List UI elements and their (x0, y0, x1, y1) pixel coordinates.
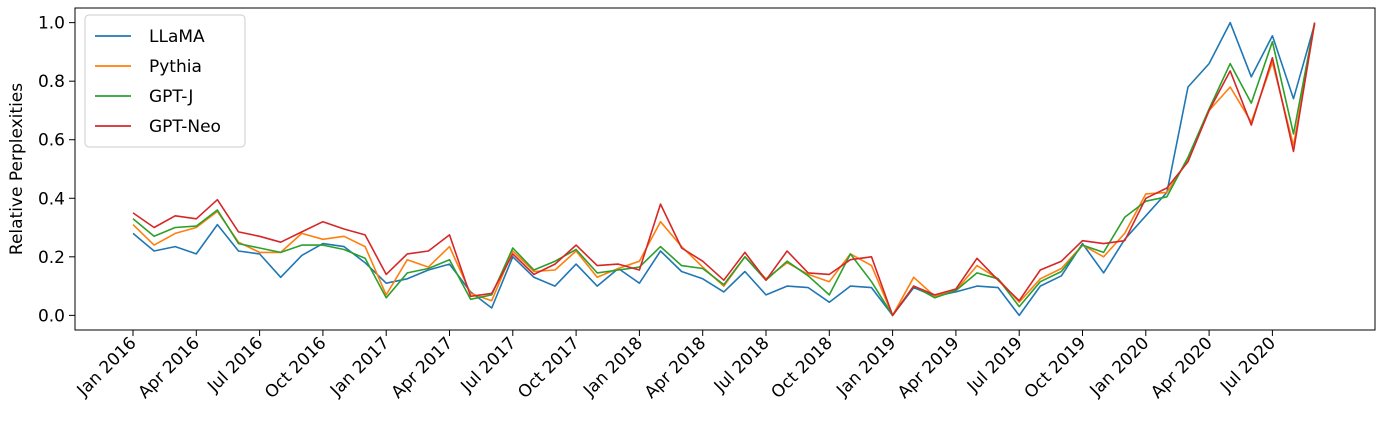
series-line-pythia (132, 23, 1316, 317)
x-tick-label: Apr 2018 (641, 333, 710, 402)
series-line-llama (132, 21, 1316, 317)
legend-box (84, 14, 246, 148)
series-line-gpt-j (132, 22, 1316, 317)
x-tick-label: Jan 2016 (73, 333, 141, 401)
legend-label: Pythia (149, 57, 202, 77)
y-tick-label: 1.0 (38, 14, 65, 34)
y-tick-label: 0.6 (38, 131, 65, 151)
y-tick-label: 0.2 (38, 248, 65, 268)
y-tick-label: 0.8 (38, 72, 65, 92)
x-tick-label: Apr 2017 (388, 333, 457, 402)
x-tick-label: Oct 2018 (767, 333, 836, 402)
y-tick-label: 0.0 (38, 306, 65, 326)
legend: LLaMA Pythia GPT-J GPT-Neo (84, 14, 246, 148)
legend-label: GPT-J (149, 87, 193, 107)
x-tick-label: Jul 2020 (1216, 333, 1280, 397)
x-tick-label: Jul 2017 (457, 333, 521, 397)
series-line-gpt-neo (132, 22, 1316, 317)
x-tick-label: Jan 2019 (832, 333, 900, 401)
x-tick-label: Jul 2016 (203, 333, 267, 397)
x-tick-label: Apr 2020 (1147, 333, 1216, 402)
x-tick-label: Apr 2016 (134, 333, 203, 402)
y-axis: 0.0 0.2 0.4 0.6 0.8 1.0 (38, 14, 75, 326)
legend-label: LLaMA (149, 27, 205, 47)
x-tick-label: Oct 2017 (514, 333, 583, 402)
y-axis-label: Relative Perplexities (7, 83, 27, 255)
y-tick-label: 0.4 (38, 189, 65, 209)
x-tick-label: Jan 2017 (326, 333, 394, 401)
x-tick-label: Jan 2018 (579, 333, 647, 401)
x-tick-label: Apr 2019 (894, 333, 963, 402)
x-tick-label: Jul 2019 (963, 333, 1027, 397)
x-tick-label: Jul 2018 (710, 333, 774, 397)
x-tick-label: Jan 2020 (1086, 333, 1154, 401)
legend-label: GPT-Neo (149, 117, 221, 137)
x-tick-label: Oct 2016 (261, 333, 330, 402)
plot-frame (74, 7, 1376, 331)
x-tick-label: Oct 2019 (1021, 333, 1090, 402)
series-lines (132, 21, 1316, 317)
